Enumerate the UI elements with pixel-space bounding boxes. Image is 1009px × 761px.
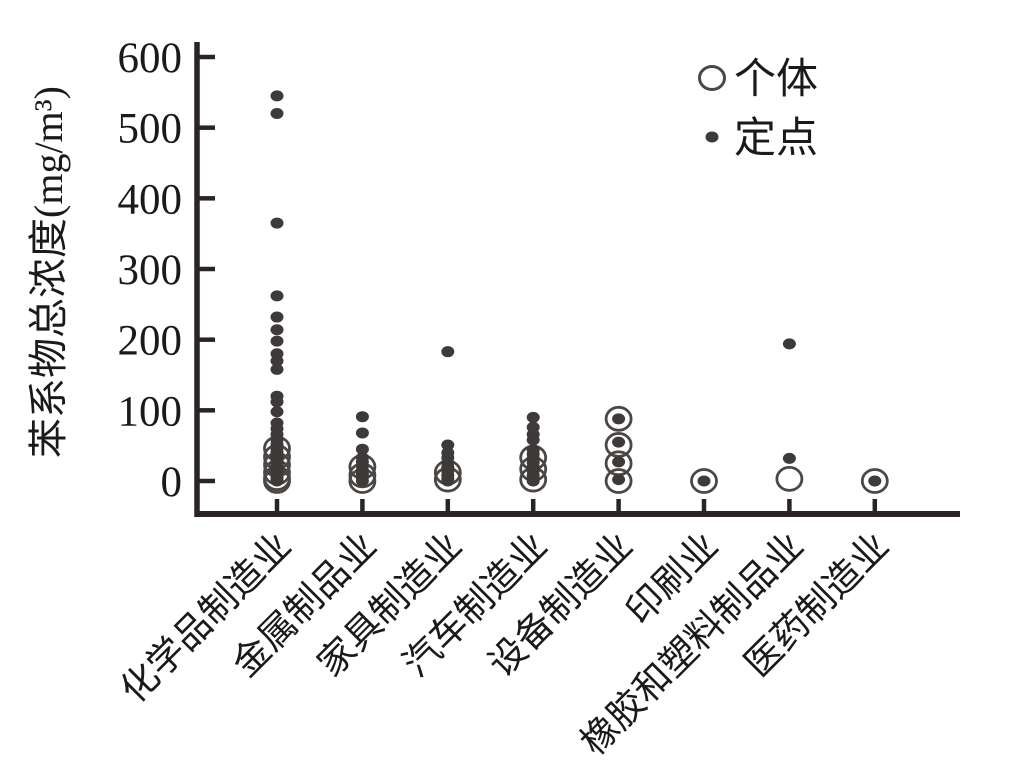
y-tick-label: 300 (118, 247, 183, 294)
y-tick-label: 100 (118, 388, 183, 435)
individual-marker (604, 468, 633, 494)
fixed-point-marker (270, 290, 284, 302)
fixed-point-marker (355, 411, 369, 423)
fixed-point-marker (697, 475, 711, 487)
axes (194, 42, 960, 517)
fixed-point-marker (612, 474, 626, 486)
individual-marker (604, 405, 633, 432)
fixed-point-marker (270, 475, 284, 487)
legend-filled-dot-icon (705, 131, 719, 143)
fixed-point-marker (270, 335, 284, 347)
y-tick-label: 0 (161, 459, 183, 506)
data-markers (263, 90, 889, 494)
legend-label-fixed-point: 定点 (734, 115, 818, 162)
fixed-point-marker (270, 396, 284, 408)
individual-marker (775, 465, 804, 492)
fixed-point-marker (526, 434, 540, 446)
fixed-point-marker (526, 411, 540, 423)
fixed-point-marker (441, 475, 455, 487)
fixed-point-marker (612, 436, 626, 448)
x-category-labels: 化学品制造业金属制品业家具制造业汽车制造业设备制造业印刷业橡胶和塑料制品业医药制… (113, 525, 897, 761)
fixed-point-marker (355, 443, 369, 455)
fixed-point-marker (782, 338, 796, 350)
fixed-point-marker (612, 456, 626, 468)
legend-label-individual: 个体 (734, 57, 818, 103)
legend-open-circle-icon (698, 65, 726, 91)
fixed-point-marker (355, 427, 369, 439)
individual-marker (690, 468, 718, 494)
fixed-point-marker (270, 108, 284, 120)
fixed-point-marker (868, 475, 882, 487)
fixed-point-marker (270, 406, 284, 418)
legend: 个体 定点 (698, 57, 818, 162)
fixed-point-marker (270, 355, 284, 367)
y-tick-label: 600 (118, 35, 183, 82)
fixed-point-marker (270, 90, 284, 102)
fixed-point-marker (441, 439, 455, 451)
fixed-point-marker (441, 346, 455, 358)
fixed-point-marker (355, 475, 369, 487)
y-tick-label: 400 (118, 176, 183, 223)
fixed-point-marker (270, 324, 284, 336)
y-axis-title: 苯系物总浓度(mg/m³) (26, 86, 71, 458)
fixed-point-marker (270, 217, 284, 229)
y-tick-label: 200 (118, 318, 183, 365)
y-tick-label: 500 (118, 106, 183, 153)
y-tick-labels: 0 100 200 300 400 500 600 (118, 35, 183, 506)
fixed-point-marker (782, 452, 796, 464)
fixed-point-marker (270, 363, 284, 375)
individual-marker (860, 468, 889, 494)
fixed-point-marker (270, 311, 284, 323)
fixed-point-marker (612, 413, 626, 425)
fixed-point-marker (526, 475, 540, 487)
